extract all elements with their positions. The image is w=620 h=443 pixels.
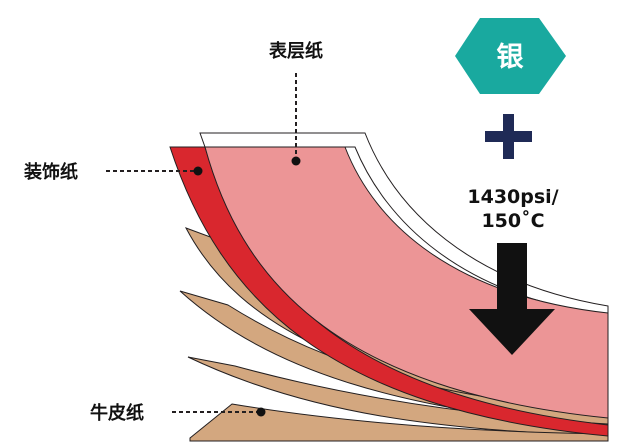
pressure-value: 1430psi/ — [467, 186, 558, 208]
hexagon-icon — [455, 18, 566, 94]
badge-text: 银 — [497, 42, 524, 73]
surface-paper-dot — [291, 156, 301, 166]
down-arrow-icon — [469, 243, 555, 355]
decor-paper-dot — [193, 166, 203, 176]
surface-paper-label: 表层纸 — [269, 40, 323, 62]
plus-icon — [485, 114, 532, 159]
kraft-paper-label: 牛皮纸 — [90, 402, 144, 424]
surface-paper-sheet — [204, 146, 609, 419]
decor-paper-label: 装饰纸 — [24, 161, 78, 183]
kraft-paper-dot — [256, 407, 266, 417]
kraft-sheet-2 — [179, 290, 609, 429]
temperature-value: 150˚C — [481, 209, 544, 232]
